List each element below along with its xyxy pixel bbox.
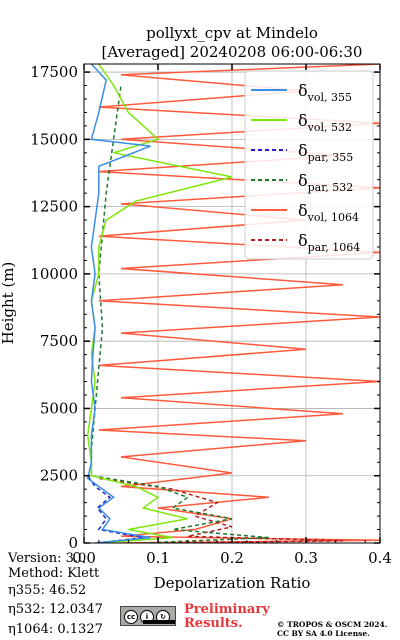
y-tick-label: 15000 [30, 130, 78, 148]
copyright-line1: © TROPOS & OSCM 2024. [277, 620, 388, 629]
y-tick-label: 2500 [40, 467, 78, 485]
y-axis: 0 2500 5000 7500 10000 12500 15000 17500 [30, 63, 78, 552]
chart-title-line2: [Averaged] 20240208 06:00-06:30 [102, 43, 363, 61]
x-tick-label: 0.0 [72, 549, 96, 567]
x-tick-label: 0.1 [146, 549, 170, 567]
y-axis-label: Height (m) [0, 262, 17, 345]
y-tick-label: 7500 [40, 332, 78, 350]
preliminary-line2: Results. [184, 616, 243, 631]
series-line-par355 [87, 475, 144, 543]
y-tick-label: 5000 [40, 399, 78, 417]
series-line-vol355 [86, 64, 151, 543]
eta355-text: η355: 46.52 [8, 583, 87, 598]
preliminary-line1: Preliminary [184, 602, 270, 617]
x-tick-label: 0.4 [368, 549, 392, 567]
x-tick-label: 0.3 [294, 549, 318, 567]
series-line-par1064 [98, 477, 344, 543]
axis-ticks [83, 64, 381, 544]
y-tick-label: 0 [68, 534, 78, 552]
y-tick-label: 12500 [30, 198, 78, 216]
eta1064-text: η1064: 0.1327 [8, 622, 103, 637]
badge-strip [143, 620, 175, 624]
x-axis: 0.0 0.1 0.2 0.3 0.4 [72, 549, 392, 567]
cc-by-sa-icon: cc i ↻ [120, 606, 176, 626]
copyright-notice: © TROPOS & OSCM 2024. CC BY SA 4.0 Licen… [277, 620, 387, 638]
preliminary-notice: Preliminary Results. [184, 603, 270, 631]
y-tick-label: 10000 [30, 265, 78, 283]
eta532-text: η532: 12.0347 [8, 602, 103, 617]
y-tick-label: 17500 [30, 63, 78, 81]
method-text: Method: Klett [8, 566, 100, 581]
chart-title-line1: pollyxt_cpv at Mindelo [146, 24, 318, 42]
copyright-line2: CC BY SA 4.0 License. [277, 629, 370, 638]
x-axis-label: Depolarization Ratio [154, 574, 311, 592]
series-line-vol532 [86, 64, 233, 543]
x-tick-label: 0.2 [220, 549, 244, 567]
cc-circle-icon: cc [124, 610, 138, 624]
version-text: Version: 3.0 [8, 551, 87, 566]
legend-box [244, 70, 374, 260]
